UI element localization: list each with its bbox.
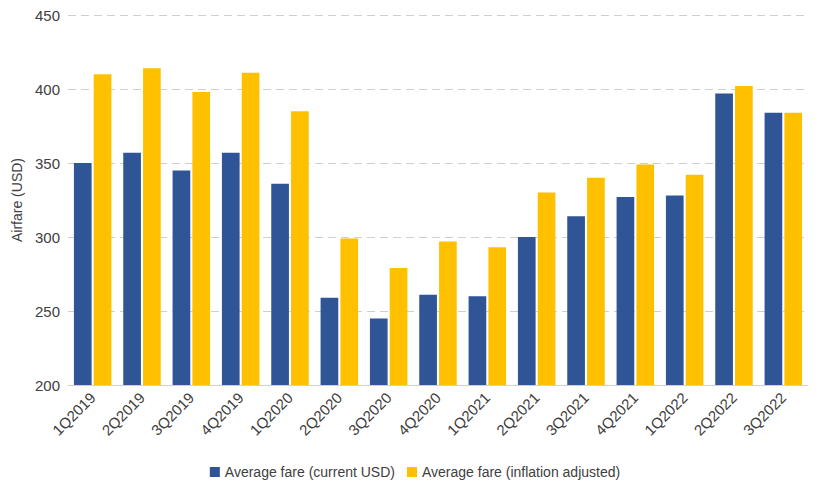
svg-text:4Q2019: 4Q2019 — [197, 389, 247, 439]
svg-text:1Q2020: 1Q2020 — [246, 389, 296, 439]
svg-text:3Q2021: 3Q2021 — [542, 389, 592, 439]
svg-text:2Q2020: 2Q2020 — [296, 389, 346, 439]
svg-text:450: 450 — [35, 7, 60, 24]
svg-text:1Q2019: 1Q2019 — [49, 389, 99, 439]
svg-text:Airfare (USD): Airfare (USD) — [9, 158, 25, 242]
svg-text:2Q2019: 2Q2019 — [98, 389, 148, 439]
svg-text:2Q2022: 2Q2022 — [690, 389, 740, 439]
svg-text:250: 250 — [35, 303, 60, 320]
svg-text:400: 400 — [35, 81, 60, 98]
svg-text:2Q2021: 2Q2021 — [493, 389, 543, 439]
svg-text:Average fare (current USD): Average fare (current USD) — [225, 464, 395, 480]
svg-text:200: 200 — [35, 377, 60, 394]
svg-text:4Q2021: 4Q2021 — [592, 389, 642, 439]
svg-text:1Q2022: 1Q2022 — [641, 389, 691, 439]
svg-text:3Q2019: 3Q2019 — [148, 389, 198, 439]
svg-text:3Q2022: 3Q2022 — [740, 389, 790, 439]
svg-text:3Q2020: 3Q2020 — [345, 389, 395, 439]
svg-text:300: 300 — [35, 229, 60, 246]
svg-text:350: 350 — [35, 155, 60, 172]
svg-text:Average fare (inflation adjust: Average fare (inflation adjusted) — [422, 464, 620, 480]
svg-text:1Q2021: 1Q2021 — [444, 389, 494, 439]
svg-text:4Q2020: 4Q2020 — [394, 389, 444, 439]
